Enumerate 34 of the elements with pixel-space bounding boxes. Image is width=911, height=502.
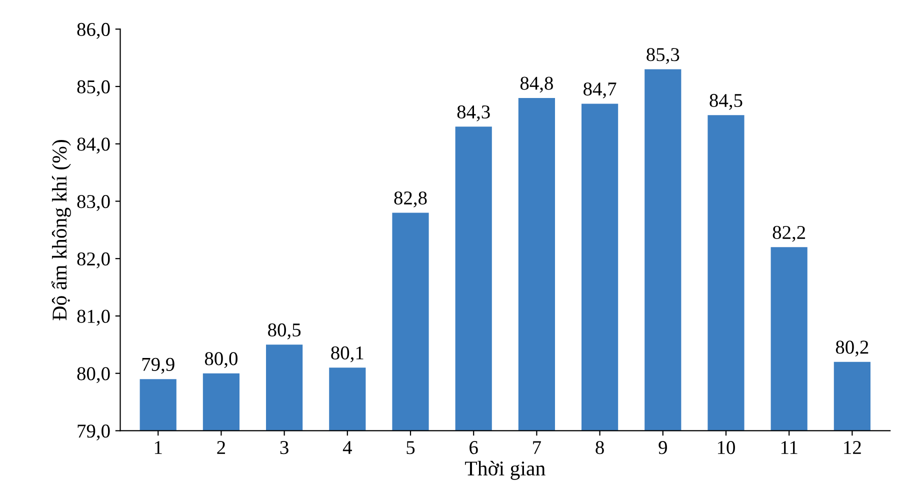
x-tick-label: 11 — [781, 441, 798, 454]
y-tick-label: 81,0 — [77, 310, 110, 326]
data-label: 80,1 — [331, 346, 364, 362]
y-tick-label: 86,0 — [77, 22, 110, 39]
x-tick-label: 5 — [406, 441, 415, 454]
y-tick-label: 82,0 — [77, 252, 110, 268]
y-tick-label: 84,0 — [77, 138, 110, 154]
x-tick-label: 8 — [596, 441, 604, 454]
x-tick-label: 1 — [154, 441, 162, 454]
data-label: 80,0 — [204, 352, 238, 368]
x-tick-label: 10 — [718, 441, 735, 454]
data-label: 82,2 — [772, 226, 806, 242]
x-tick-label: 3 — [280, 441, 288, 454]
y-tick-label: 85,0 — [77, 80, 110, 96]
data-label: 79,9 — [142, 358, 174, 374]
y-tick-label: 79,0 — [78, 424, 110, 440]
y-tick-label: 83,0 — [77, 195, 110, 211]
data-label: 84,3 — [457, 105, 490, 122]
x-tick-label: 7 — [533, 441, 541, 454]
data-label: 85,3 — [646, 48, 680, 64]
x-tick-label: 6 — [470, 441, 478, 454]
data-label: 80,5 — [268, 323, 301, 340]
data-label: 80,2 — [836, 340, 868, 357]
x-tick-label: 2 — [217, 441, 225, 454]
data-label: 84,8 — [520, 76, 553, 93]
data-label: 84,7 — [584, 82, 616, 98]
data-label: 82,8 — [394, 191, 427, 208]
x-tick-label: 4 — [342, 441, 352, 454]
x-tick-label: 9 — [658, 441, 667, 454]
y-tick-label: 80,0 — [77, 367, 110, 384]
x-axis-title: Thời gian — [465, 460, 546, 480]
data-label: 84,5 — [710, 94, 742, 110]
y-axis-title: Độ ẩm không khí (%) — [51, 140, 71, 320]
x-tick-label: 12 — [844, 441, 861, 454]
